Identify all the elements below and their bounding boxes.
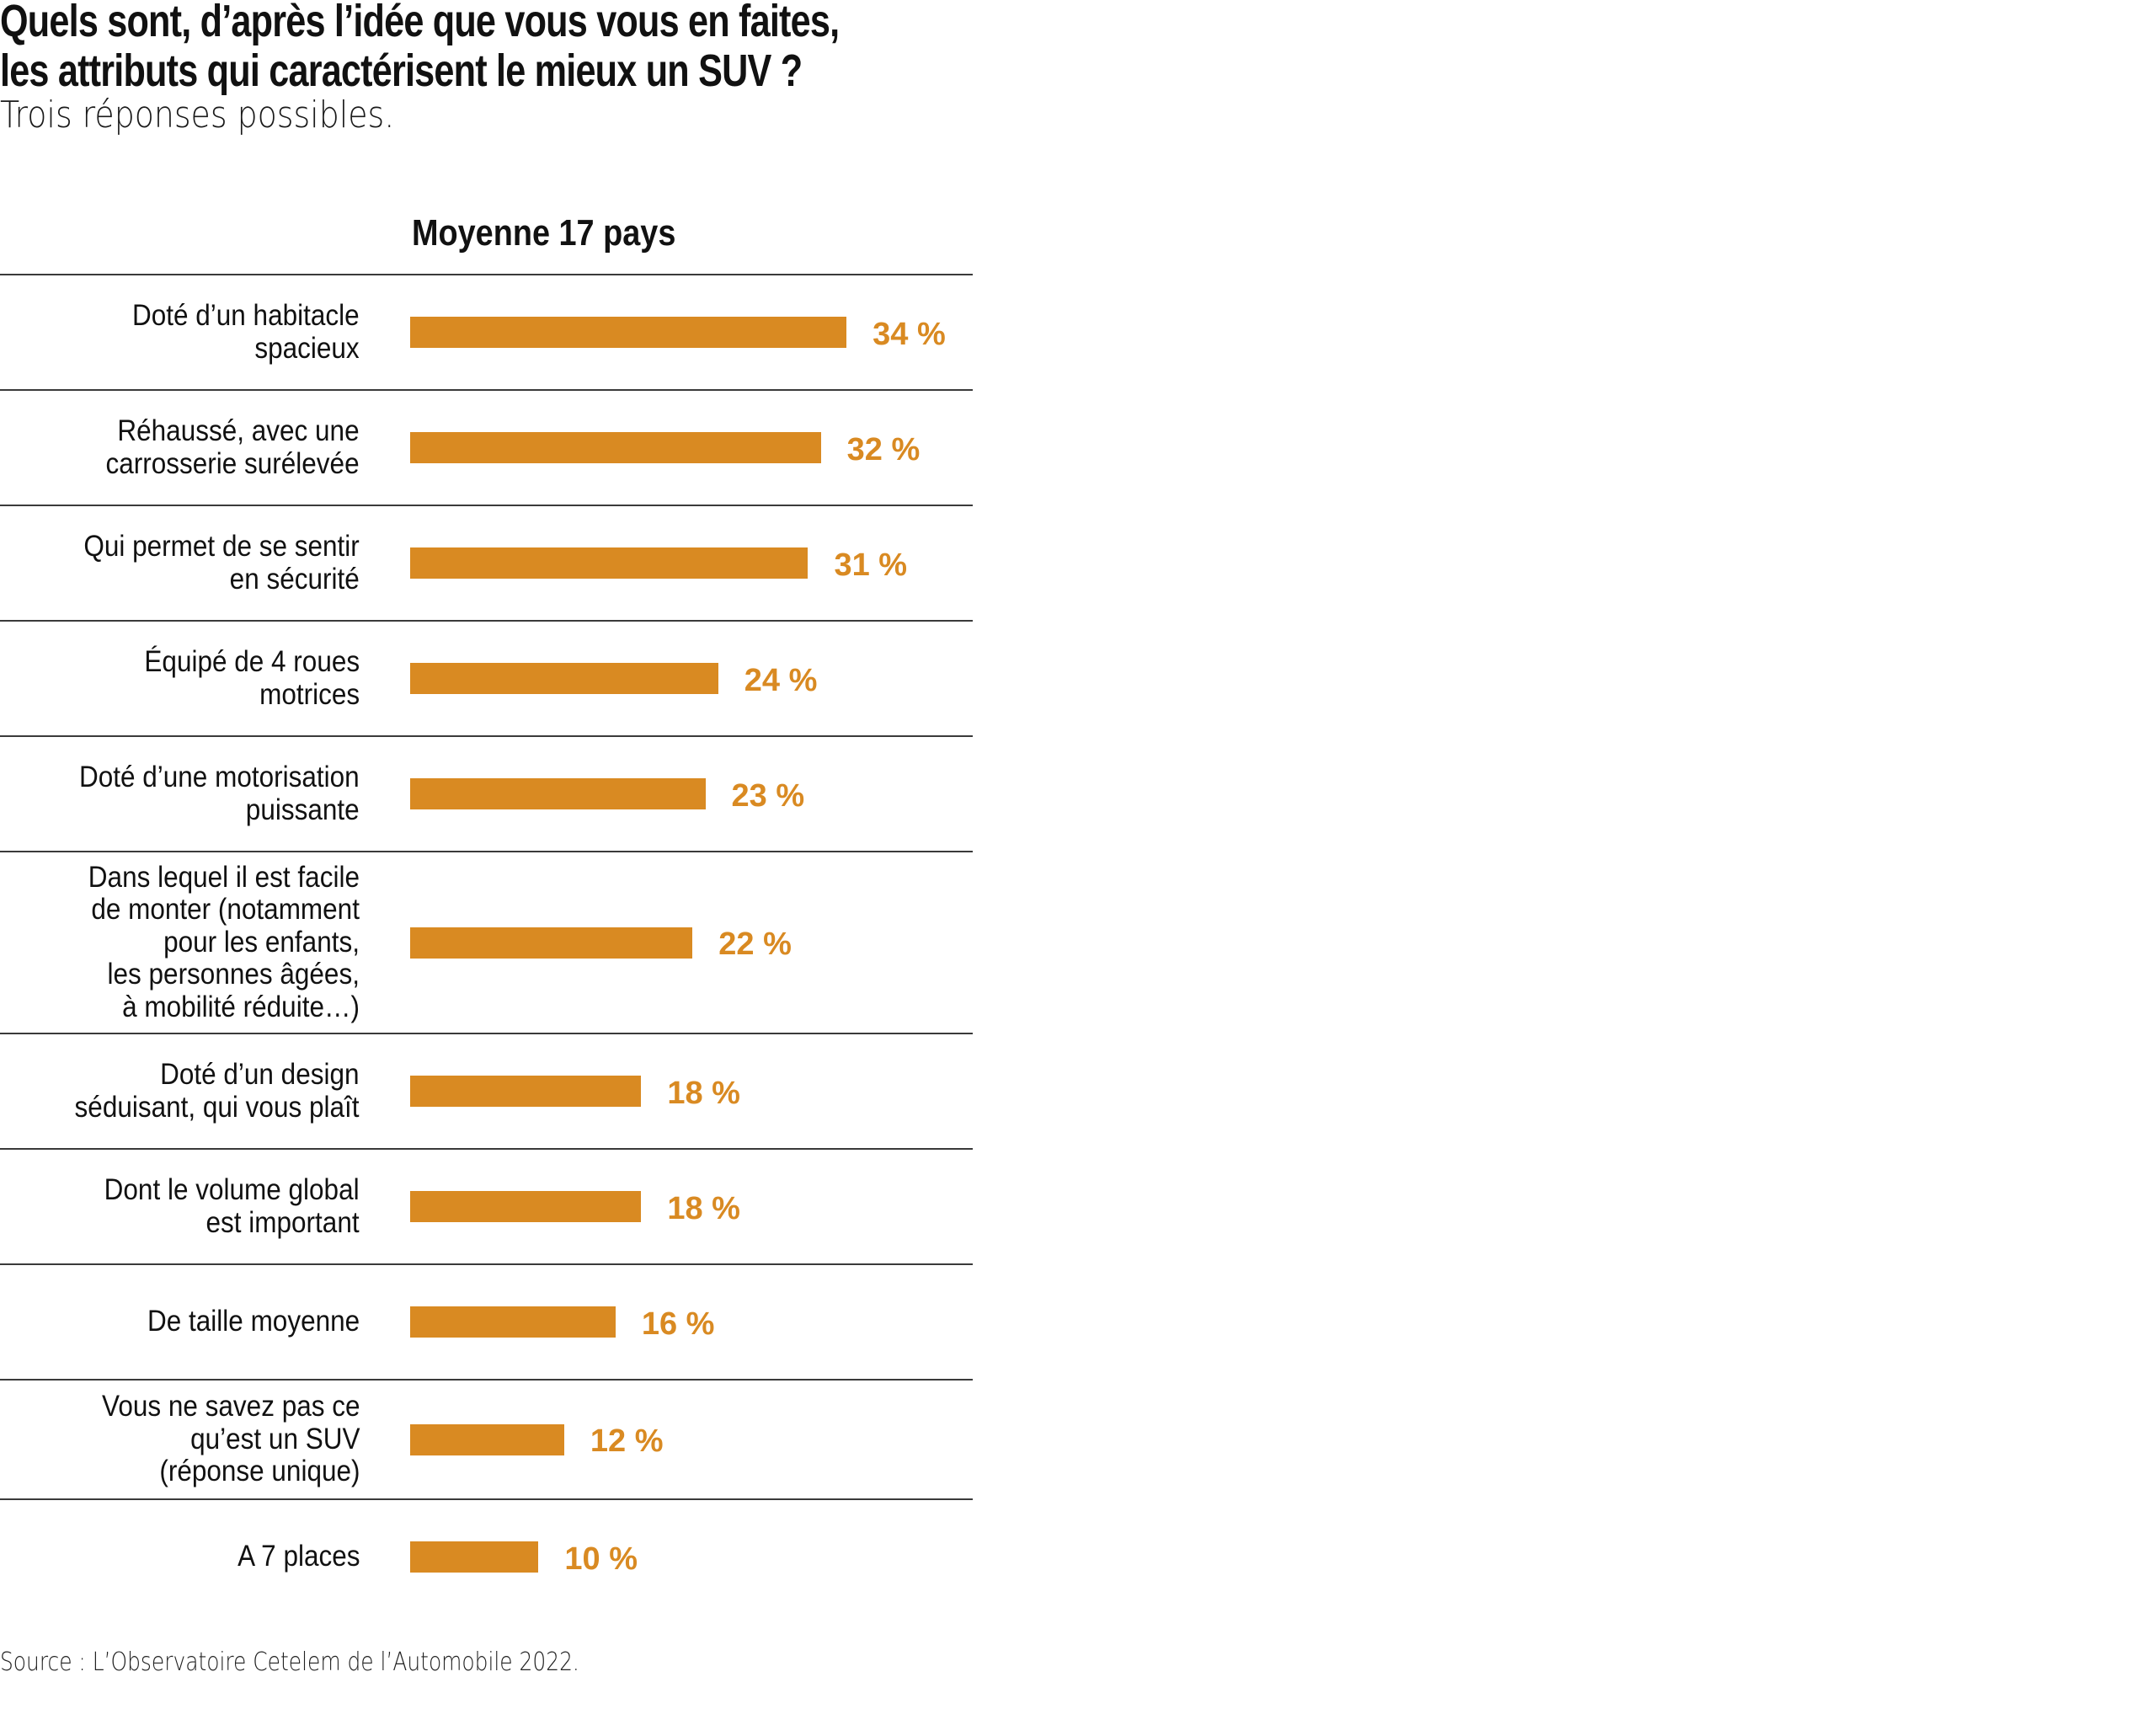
bar xyxy=(410,663,718,694)
row-separator xyxy=(0,1379,973,1381)
category-label: De taille moyenne xyxy=(0,1264,360,1380)
category-label: Doté d’un design séduisant, qui vous pla… xyxy=(0,1033,360,1149)
category-label-text: Vous ne savez pas ce qu’est un SUV (répo… xyxy=(101,1390,360,1488)
value-label: 12 % xyxy=(590,1423,664,1459)
bar xyxy=(410,1076,642,1107)
category-label: Dont le volume global est important xyxy=(0,1149,360,1264)
value-label: 18 % xyxy=(667,1076,740,1111)
category-label: A 7 places xyxy=(0,1499,360,1615)
value-label: 31 % xyxy=(834,547,908,583)
row-separator xyxy=(0,735,973,737)
row-separator xyxy=(0,620,973,622)
bar xyxy=(410,1541,539,1573)
category-label-text: Doté d’une motorisation puissante xyxy=(79,761,360,826)
category-label: Vous ne savez pas ce qu’est un SUV (répo… xyxy=(0,1380,360,1499)
chart-title-line-2: les attributs qui caractérisent le mieux… xyxy=(0,45,803,96)
bar xyxy=(410,1306,616,1338)
chart-title: Quels sont, d’après l’idée que vous vous… xyxy=(0,0,840,96)
bar xyxy=(410,1191,642,1222)
bar xyxy=(410,432,821,463)
bar xyxy=(410,317,847,348)
bar xyxy=(410,1424,564,1455)
value-label: 16 % xyxy=(641,1306,715,1342)
category-label: Réhaussé, avec une carrosserie surélevée xyxy=(0,390,360,505)
category-label-text: Doté d’un habitacle spacieux xyxy=(132,299,360,365)
value-label: 24 % xyxy=(744,663,818,698)
category-label-text: Dans lequel il est facile de monter (not… xyxy=(88,860,360,1023)
bar xyxy=(410,778,706,809)
value-label: 18 % xyxy=(667,1191,740,1226)
row-separator xyxy=(0,274,973,275)
row-separator xyxy=(0,389,973,391)
category-label: Doté d’une motorisation puissante xyxy=(0,736,360,852)
bar xyxy=(410,547,808,579)
chart-subtitle: Trois réponses possibles. xyxy=(0,93,395,136)
category-label: Qui permet de se sentir en sécurité xyxy=(0,505,360,621)
value-label: 22 % xyxy=(718,927,792,962)
category-label-text: A 7 places xyxy=(237,1540,360,1573)
bar xyxy=(410,927,693,959)
value-label: 23 % xyxy=(731,778,805,814)
column-header: Moyenne 17 pays xyxy=(412,212,676,254)
category-label-text: De taille moyenne xyxy=(147,1305,360,1338)
category-label-text: Réhaussé, avec une carrosserie surélevée xyxy=(105,414,360,480)
category-label: Équipé de 4 roues motrices xyxy=(0,621,360,736)
category-label: Doté d’un habitacle spacieux xyxy=(0,275,360,390)
row-separator xyxy=(0,1148,973,1150)
row-separator xyxy=(0,1263,973,1265)
row-separator xyxy=(0,851,973,852)
value-label: 32 % xyxy=(846,432,921,467)
category-label-text: Dont le volume global est important xyxy=(104,1173,360,1239)
source-note: Source : L’Observatoire Cetelem de l’Aut… xyxy=(0,1648,579,1677)
value-label: 10 % xyxy=(564,1541,638,1577)
category-label-text: Équipé de 4 roues motrices xyxy=(144,645,360,711)
value-label: 34 % xyxy=(873,317,946,352)
category-label-text: Qui permet de se sentir en sécurité xyxy=(83,530,360,595)
row-separator xyxy=(0,1498,973,1500)
chart-title-line-1: Quels sont, d’après l’idée que vous vous… xyxy=(0,0,840,46)
category-label-text: Doté d’un design séduisant, qui vous pla… xyxy=(75,1058,360,1124)
row-separator xyxy=(0,1033,973,1034)
row-separator xyxy=(0,505,973,506)
category-label: Dans lequel il est facile de monter (not… xyxy=(0,852,360,1033)
